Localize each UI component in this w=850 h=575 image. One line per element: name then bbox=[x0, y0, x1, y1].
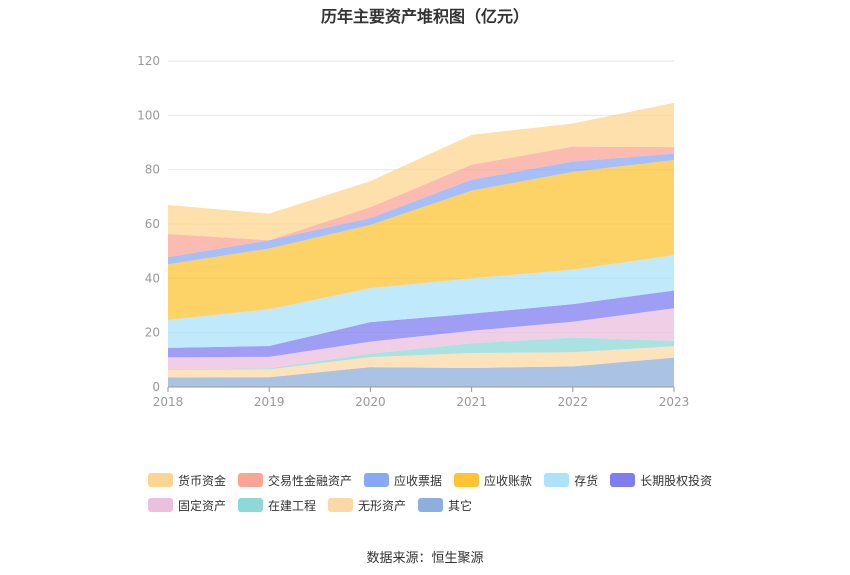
series-area bbox=[168, 308, 674, 370]
legend-label: 在建工程 bbox=[268, 498, 317, 513]
x-tick-label: 2020 bbox=[355, 395, 386, 409]
legend-item[interactable]: 固定资产 bbox=[148, 497, 226, 513]
stacked-area-chart: 0 20 40 60 80 100 120 2018 2019 2020 2021 2022 2023 bbox=[137, 54, 690, 409]
legend-swatch bbox=[364, 473, 390, 487]
series-area bbox=[168, 160, 674, 320]
legend-label: 存货 bbox=[574, 473, 599, 488]
x-tick-label: 2021 bbox=[456, 395, 487, 409]
series-area bbox=[168, 146, 674, 258]
y-tick-label: 60 bbox=[145, 217, 160, 231]
series-area bbox=[168, 153, 674, 265]
y-tick-label: 100 bbox=[137, 108, 160, 122]
y-tick-label: 40 bbox=[145, 271, 160, 285]
series-area bbox=[168, 255, 674, 348]
legend-swatch bbox=[610, 473, 636, 487]
legend-swatch bbox=[238, 498, 264, 512]
series-area bbox=[168, 290, 674, 358]
legend-label: 长期股权投资 bbox=[640, 473, 713, 488]
legend-label: 其它 bbox=[448, 498, 473, 513]
x-tick-label: 2019 bbox=[254, 395, 285, 409]
legend-item[interactable]: 其它 bbox=[418, 497, 472, 513]
legend-item[interactable]: 应收账款 bbox=[454, 472, 532, 488]
chart-title: 历年主要资产堆积图（亿元） bbox=[320, 7, 529, 26]
legend-swatch bbox=[418, 498, 444, 512]
x-tick-label: 2022 bbox=[558, 395, 589, 409]
y-tick-label: 0 bbox=[152, 380, 160, 394]
legend-item[interactable]: 无形资产 bbox=[328, 497, 406, 513]
legend-item[interactable]: 在建工程 bbox=[238, 497, 316, 513]
legend-swatch bbox=[544, 473, 570, 487]
legend-item[interactable]: 应收票据 bbox=[364, 472, 442, 488]
x-tick-label: 2018 bbox=[153, 395, 184, 409]
y-tick-label: 120 bbox=[137, 54, 160, 68]
legend-swatch bbox=[148, 498, 173, 512]
legend-item[interactable]: 货币资金 bbox=[148, 472, 226, 488]
y-tick-label: 80 bbox=[145, 163, 160, 177]
chart-legend: 货币资金 交易性金融资产 应收票据 应收账款 存货 长期股权投资固定资产 在建工程 无形资产 其… bbox=[148, 472, 728, 513]
x-tick-label: 2023 bbox=[659, 395, 690, 409]
series-area bbox=[168, 102, 674, 241]
legend-item[interactable]: 长期股权投资 bbox=[610, 472, 712, 488]
legend-swatch bbox=[454, 473, 480, 487]
data-source: 数据来源：恒生聚源 bbox=[366, 551, 484, 566]
legend-swatch bbox=[238, 473, 264, 487]
legend-swatch bbox=[328, 498, 354, 512]
legend-label: 应收票据 bbox=[394, 473, 443, 488]
legend-swatch bbox=[148, 473, 173, 487]
legend-label: 货币资金 bbox=[178, 473, 227, 488]
y-tick-label: 20 bbox=[145, 326, 160, 340]
legend-item[interactable]: 存货 bbox=[544, 472, 598, 488]
legend-label: 应收账款 bbox=[484, 473, 533, 488]
legend-item[interactable]: 交易性金融资产 bbox=[238, 472, 352, 488]
legend-label: 固定资产 bbox=[178, 498, 227, 513]
legend-label: 无形资产 bbox=[358, 498, 407, 513]
series-area bbox=[168, 357, 674, 387]
series-area bbox=[168, 346, 674, 378]
legend-label: 交易性金融资产 bbox=[268, 473, 353, 488]
series-area bbox=[168, 337, 674, 370]
